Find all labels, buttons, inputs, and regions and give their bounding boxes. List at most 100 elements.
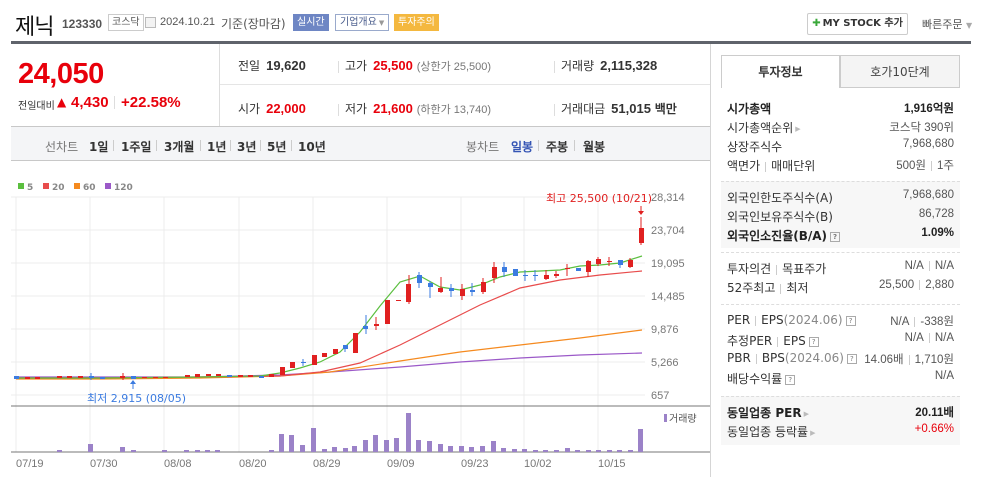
company-overview-label: 기업개요 <box>340 17 377 28</box>
company-overview-dropdown[interactable]: 기업개요 ▼ <box>335 14 390 31</box>
week52-low-value: 2,880 <box>925 279 954 291</box>
svg-text:08/29: 08/29 <box>313 458 341 470</box>
dividend-yield-value: N/A <box>934 370 954 382</box>
chevron-right-icon: ▶ <box>810 428 816 437</box>
period-3m[interactable]: 3개월 <box>164 140 195 154</box>
high-price: 고가 25,500 (상한가 25,500) <box>338 57 491 74</box>
quick-order-label: 빠른주문 <box>922 18 963 31</box>
week52-high-label: 52주최고 <box>727 281 776 295</box>
market-cap-rank-value: 코스닥 390위 <box>889 122 954 134</box>
period-3y[interactable]: 3년 <box>237 140 257 154</box>
foreign-section: 외국인한도주식수(A) 7,968,680 외국인보유주식수(B) 86,728 외… <box>721 181 960 248</box>
header-divider <box>11 41 971 44</box>
quote-row-2: 시가 22,000 저가 21,600 (하한가 13,740) 거래대금 51,01… <box>220 85 710 126</box>
candle-monthly[interactable]: 월봉 <box>583 140 606 154</box>
quick-order-dropdown[interactable]: 빠른주문 ▼ <box>922 16 972 32</box>
investment-warning-badge: 투자주의 <box>394 14 439 31</box>
par-value-label: 액면가 <box>727 159 761 173</box>
volume-legend: 거래량 <box>669 413 697 425</box>
low-value: 21,600 <box>373 101 413 116</box>
foreign-ratio-value: 1.09% <box>921 227 954 239</box>
eps-value: -338원 <box>920 316 954 328</box>
sector-per-link[interactable]: 동일업종 PER ▶ 20.11배 <box>721 402 960 421</box>
sector-section: 동일업종 PER ▶ 20.11배 동일업종 등락률 ▶ +0.66% <box>721 396 960 445</box>
period-5y[interactable]: 5년 <box>267 140 287 154</box>
tab-order-book[interactable]: 호가10단계 <box>840 55 960 88</box>
separator <box>114 96 115 109</box>
open-value: 22,000 <box>266 101 306 116</box>
market-cap-value: 1,916억원 <box>904 103 954 115</box>
investment-opinion-value: N/A <box>904 260 924 272</box>
stock-chart[interactable]: 5 20 60 120 28,314 23,704 19,095 14,485 … <box>0 162 710 477</box>
svg-text:07/19: 07/19 <box>16 458 44 470</box>
prev-close-value: 19,620 <box>266 58 306 73</box>
quote-date: 2024.10.21 <box>160 16 216 28</box>
help-icon[interactable]: ? <box>785 374 796 385</box>
help-icon[interactable]: ? <box>830 231 841 242</box>
chart-legend: 5 20 60 120 <box>18 183 133 193</box>
period-1y[interactable]: 1년 <box>207 140 227 154</box>
foreign-limit-label: 외국인한도주식수(A) <box>727 191 833 205</box>
prev-close: 전일 19,620 <box>238 57 306 74</box>
svg-text:120: 120 <box>114 183 133 193</box>
period-1d[interactable]: 1일 <box>89 140 109 154</box>
stock-code: 123330 <box>62 17 103 31</box>
listed-shares-value: 7,968,680 <box>902 138 954 150</box>
upper-limit: (상한가 25,500) <box>416 61 492 73</box>
realtime-button[interactable]: 실시간 <box>293 14 329 31</box>
bps-label: BPS <box>761 351 785 365</box>
per-value: N/A <box>890 316 910 328</box>
quote-row-1: 전일 19,620 고가 25,500 (상한가 25,500) 거래량 2,115,… <box>220 44 710 85</box>
eps-label: EPS <box>761 313 784 327</box>
period-1w[interactable]: 1주일 <box>121 140 152 154</box>
per-label: PER <box>727 313 751 327</box>
opinion-section: 투자의견 목표주가 N/A N/A 52주최고 최저 25,500 2,880 <box>721 252 960 296</box>
candle-weekly[interactable]: 주봉 <box>546 140 569 154</box>
chart-grid <box>11 196 645 452</box>
volume-value: 2,115,328 <box>600 58 658 73</box>
help-icon[interactable]: ? <box>846 353 857 364</box>
volume-label: 거래량 <box>561 59 595 73</box>
chevron-right-icon: ▶ <box>795 124 801 133</box>
add-my-stock-label: MY STOCK 추가 <box>822 18 903 29</box>
svg-text:07/30: 07/30 <box>90 458 118 470</box>
volume-bars <box>57 413 643 452</box>
svg-text:08/08: 08/08 <box>164 458 192 470</box>
svg-text:5,266: 5,266 <box>651 357 679 369</box>
help-icon[interactable]: ? <box>808 336 819 347</box>
target-price-label: 목표주가 <box>782 262 827 276</box>
y-axis: 28,314 23,704 19,095 14,485 9,876 5,266 … <box>651 192 685 402</box>
change-label: 전일대비 <box>18 101 55 112</box>
candlesticks <box>14 217 644 380</box>
chart-period-bar: 선차트 1일 1주일 3개월 1년 3년 5년 10년 봉차트 일봉 주봉 월봉 <box>11 126 710 161</box>
add-my-stock-button[interactable]: ✚ MY STOCK 추가 <box>807 13 908 35</box>
svg-text:5: 5 <box>27 183 33 193</box>
candle-chart-label: 봉차트 <box>466 140 500 154</box>
chevron-down-icon: ▼ <box>965 21 973 30</box>
plus-icon: ✚ <box>812 18 821 29</box>
low-annotation: 최저 2,915 (08/05) <box>87 392 186 405</box>
svg-text:08/20: 08/20 <box>239 458 267 470</box>
market-cap-rank-link[interactable]: 시가총액순위 ▶ 코스닥 390위 <box>721 117 960 136</box>
price-box <box>11 44 220 126</box>
candle-daily[interactable]: 일봉 <box>511 140 534 154</box>
est-per-label: 추정PER <box>727 334 773 348</box>
stock-header: 제닉 123330 코스닥 2024.10.21 기준(장마감) 실시간 기업개… <box>0 0 981 42</box>
pbr-value: 14.06배 <box>864 354 904 366</box>
investment-opinion-label: 투자의견 <box>727 262 772 276</box>
period-10y[interactable]: 10년 <box>298 140 326 154</box>
svg-text:10/15: 10/15 <box>598 458 626 470</box>
sector-rate-link[interactable]: 동일업종 등락률 ▶ +0.66% <box>721 421 960 440</box>
target-price-value: N/A <box>934 260 954 272</box>
x-axis: 07/19 07/30 08/08 08/20 08/29 09/09 09/2… <box>16 458 626 470</box>
svg-text:10/02: 10/02 <box>524 458 552 470</box>
help-icon[interactable]: ? <box>845 315 856 326</box>
trade-value: 거래대금 51,015 백만 <box>554 100 677 117</box>
tab-investment-info[interactable]: 투자정보 <box>721 55 840 88</box>
trade-value-label: 거래대금 <box>561 102 606 116</box>
high-annotation: 최고 25,500 (10/21) <box>546 192 652 205</box>
current-price: 24,050 <box>18 58 104 90</box>
trade-value-value: 51,015 <box>611 101 651 116</box>
open-label: 시가 <box>238 102 261 116</box>
dividend-yield-label: 배당수익률 <box>727 372 783 386</box>
